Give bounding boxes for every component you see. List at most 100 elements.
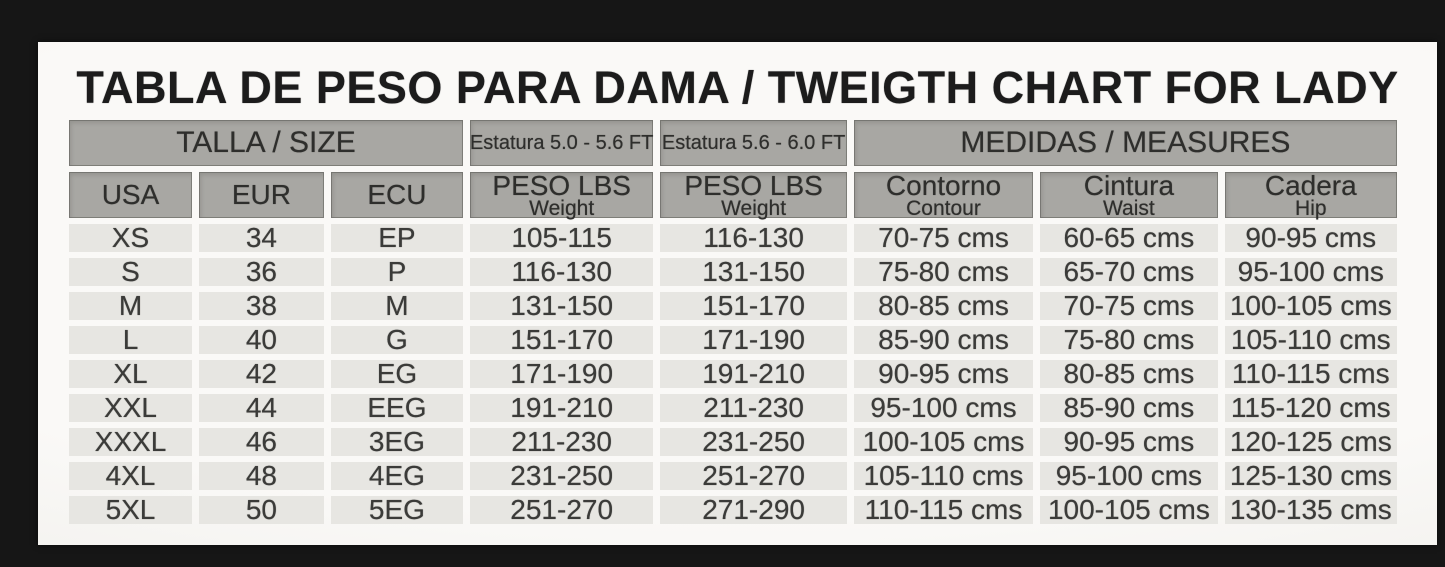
table-cell: EEG — [330, 394, 463, 422]
table-cell: 70-75 cms — [1040, 292, 1218, 320]
table-cell: 151-170 — [660, 292, 847, 320]
table-cell: 95-100 cms — [1040, 462, 1218, 490]
table-body: XS 34 EP 105-115 116-130 70-75 cms 60-65 cms 90… — [69, 224, 1397, 524]
table-cell: 105-110 cms — [1224, 326, 1397, 354]
column-header-title: PESO LBS — [492, 170, 631, 201]
table-head: TALLA / SIZE Estatura 5.0 - 5.6 FT Estatur… — [69, 120, 1397, 220]
table-cell: 80-85 cms — [1040, 360, 1218, 388]
table-row: XS 34 EP 105-115 116-130 70-75 cms 60-65 cms 90… — [69, 224, 1397, 252]
column-header: USA — [69, 172, 192, 218]
column-header-title: ECU — [367, 179, 427, 210]
table-cell: 251-270 — [660, 462, 847, 490]
column-header: Cintura Waist — [1040, 170, 1218, 220]
column-header-title: Cintura — [1083, 170, 1175, 201]
table-cell: 120-125 cms — [1224, 428, 1397, 456]
table-row: L 40 G 151-170 171-190 85-90 cms 75-80 cms 105-… — [69, 326, 1397, 354]
table-cell: XXXL — [69, 428, 192, 456]
table-cell: 171-190 — [469, 360, 654, 388]
group-header-row: TALLA / SIZE Estatura 5.0 - 5.6 FT Estatur… — [69, 120, 1397, 166]
table-row: S 36 P 116-130 131-150 75-80 cms 65-70 cms 95-1… — [69, 258, 1397, 286]
table-cell: 3EG — [330, 428, 463, 456]
table-cell: 211-230 — [660, 394, 847, 422]
table-cell: 110-115 cms — [853, 496, 1034, 524]
table-cell: S — [69, 258, 192, 286]
column-header-subtitle: Hip — [1295, 197, 1327, 220]
table-row: 5XL 50 5EG 251-270 271-290 110-115 cms 100-105… — [69, 496, 1397, 524]
table-cell: 191-210 — [469, 394, 654, 422]
table-cell: 105-110 cms — [853, 462, 1034, 490]
table-row: XL 42 EG 171-190 191-210 90-95 cms 80-85 cms 11… — [69, 360, 1397, 388]
column-header-row: USA EUR ECU PESO LBS Weight PESO LBS Weight Con… — [69, 170, 1397, 220]
table-cell: 65-70 cms — [1040, 258, 1218, 286]
table-row: M 38 M 131-150 151-170 80-85 cms 70-75 cms 100-… — [69, 292, 1397, 320]
table-cell: 95-100 cms — [1224, 258, 1397, 286]
table-cell: 130-135 cms — [1224, 496, 1397, 524]
table-cell: 4EG — [330, 462, 463, 490]
group-header: TALLA / SIZE — [69, 120, 463, 166]
table-cell: 46 — [198, 428, 324, 456]
table-cell: P — [330, 258, 463, 286]
table-cell: 271-290 — [660, 496, 847, 524]
table-cell: 90-95 cms — [1224, 224, 1397, 252]
table-cell: 125-130 cms — [1224, 462, 1397, 490]
table-cell: 70-75 cms — [853, 224, 1034, 252]
table-cell: 85-90 cms — [1040, 394, 1218, 422]
table-cell: 38 — [198, 292, 324, 320]
table-cell: 231-250 — [660, 428, 847, 456]
table-row: XXXL 46 3EG 211-230 231-250 100-105 cms 90-95 … — [69, 428, 1397, 456]
group-header: Estatura 5.6 - 6.0 FT — [660, 120, 847, 166]
table-cell: 4XL — [69, 462, 192, 490]
table-cell: 48 — [198, 462, 324, 490]
column-header-subtitle: Waist — [1103, 197, 1155, 220]
table-cell: EG — [330, 360, 463, 388]
table-cell: 105-115 — [469, 224, 654, 252]
column-header-title: Contorno — [885, 170, 1002, 201]
table-cell: 100-105 cms — [1040, 496, 1218, 524]
table-cell: EP — [330, 224, 463, 252]
table-cell: 36 — [198, 258, 324, 286]
table-cell: 60-65 cms — [1040, 224, 1218, 252]
table-cell: 116-130 — [660, 224, 847, 252]
table-cell: 90-95 cms — [853, 360, 1034, 388]
table-cell: 90-95 cms — [1040, 428, 1218, 456]
table-cell: 5EG — [330, 496, 463, 524]
table-cell: XXL — [69, 394, 192, 422]
column-header: Contorno Contour — [853, 170, 1034, 220]
table-cell: 50 — [198, 496, 324, 524]
table-cell: 191-210 — [660, 360, 847, 388]
column-header: EUR — [198, 172, 324, 218]
column-header: ECU — [330, 172, 463, 218]
group-header: MEDIDAS / MEASURES — [853, 120, 1397, 166]
table-cell: 116-130 — [469, 258, 654, 286]
table-cell: 110-115 cms — [1224, 360, 1397, 388]
table-cell: 44 — [198, 394, 324, 422]
table-cell: 231-250 — [469, 462, 654, 490]
table-cell: 100-105 cms — [1224, 292, 1397, 320]
page-title: TABLA DE PESO PARA DAMA / TWEIGTH CHART … — [76, 62, 1399, 113]
size-chart-table: TALLA / SIZE Estatura 5.0 - 5.6 FT Estatur… — [62, 114, 1404, 530]
table-cell: 40 — [198, 326, 324, 354]
column-header-subtitle: Weight — [529, 197, 595, 220]
table-cell: 131-150 — [660, 258, 847, 286]
table-cell: 34 — [198, 224, 324, 252]
table-cell: L — [69, 326, 192, 354]
table-cell: 5XL — [69, 496, 192, 524]
table-row: 4XL 48 4EG 231-250 251-270 105-110 cms 95-100 … — [69, 462, 1397, 490]
table-cell: M — [69, 292, 192, 320]
column-header: Cadera Hip — [1224, 172, 1397, 220]
table-row: XXL 44 EEG 191-210 211-230 95-100 cms 85-90 cm… — [69, 394, 1397, 422]
column-header-subtitle: Weight — [721, 197, 787, 220]
table-cell: 75-80 cms — [853, 258, 1034, 286]
column-header-subtitle: Contour — [906, 197, 981, 220]
table-cell: 171-190 — [660, 326, 847, 354]
table-cell: 85-90 cms — [853, 326, 1034, 354]
table-cell: M — [330, 292, 463, 320]
table-cell: 80-85 cms — [853, 292, 1034, 320]
table-cell: 251-270 — [469, 496, 654, 524]
column-header: PESO LBS Weight — [660, 170, 847, 220]
column-header-title: EUR — [231, 179, 291, 210]
table-cell: 151-170 — [469, 326, 654, 354]
table-cell: 211-230 — [469, 428, 654, 456]
column-header-title: USA — [101, 179, 160, 210]
column-header-title: PESO LBS — [684, 170, 823, 201]
